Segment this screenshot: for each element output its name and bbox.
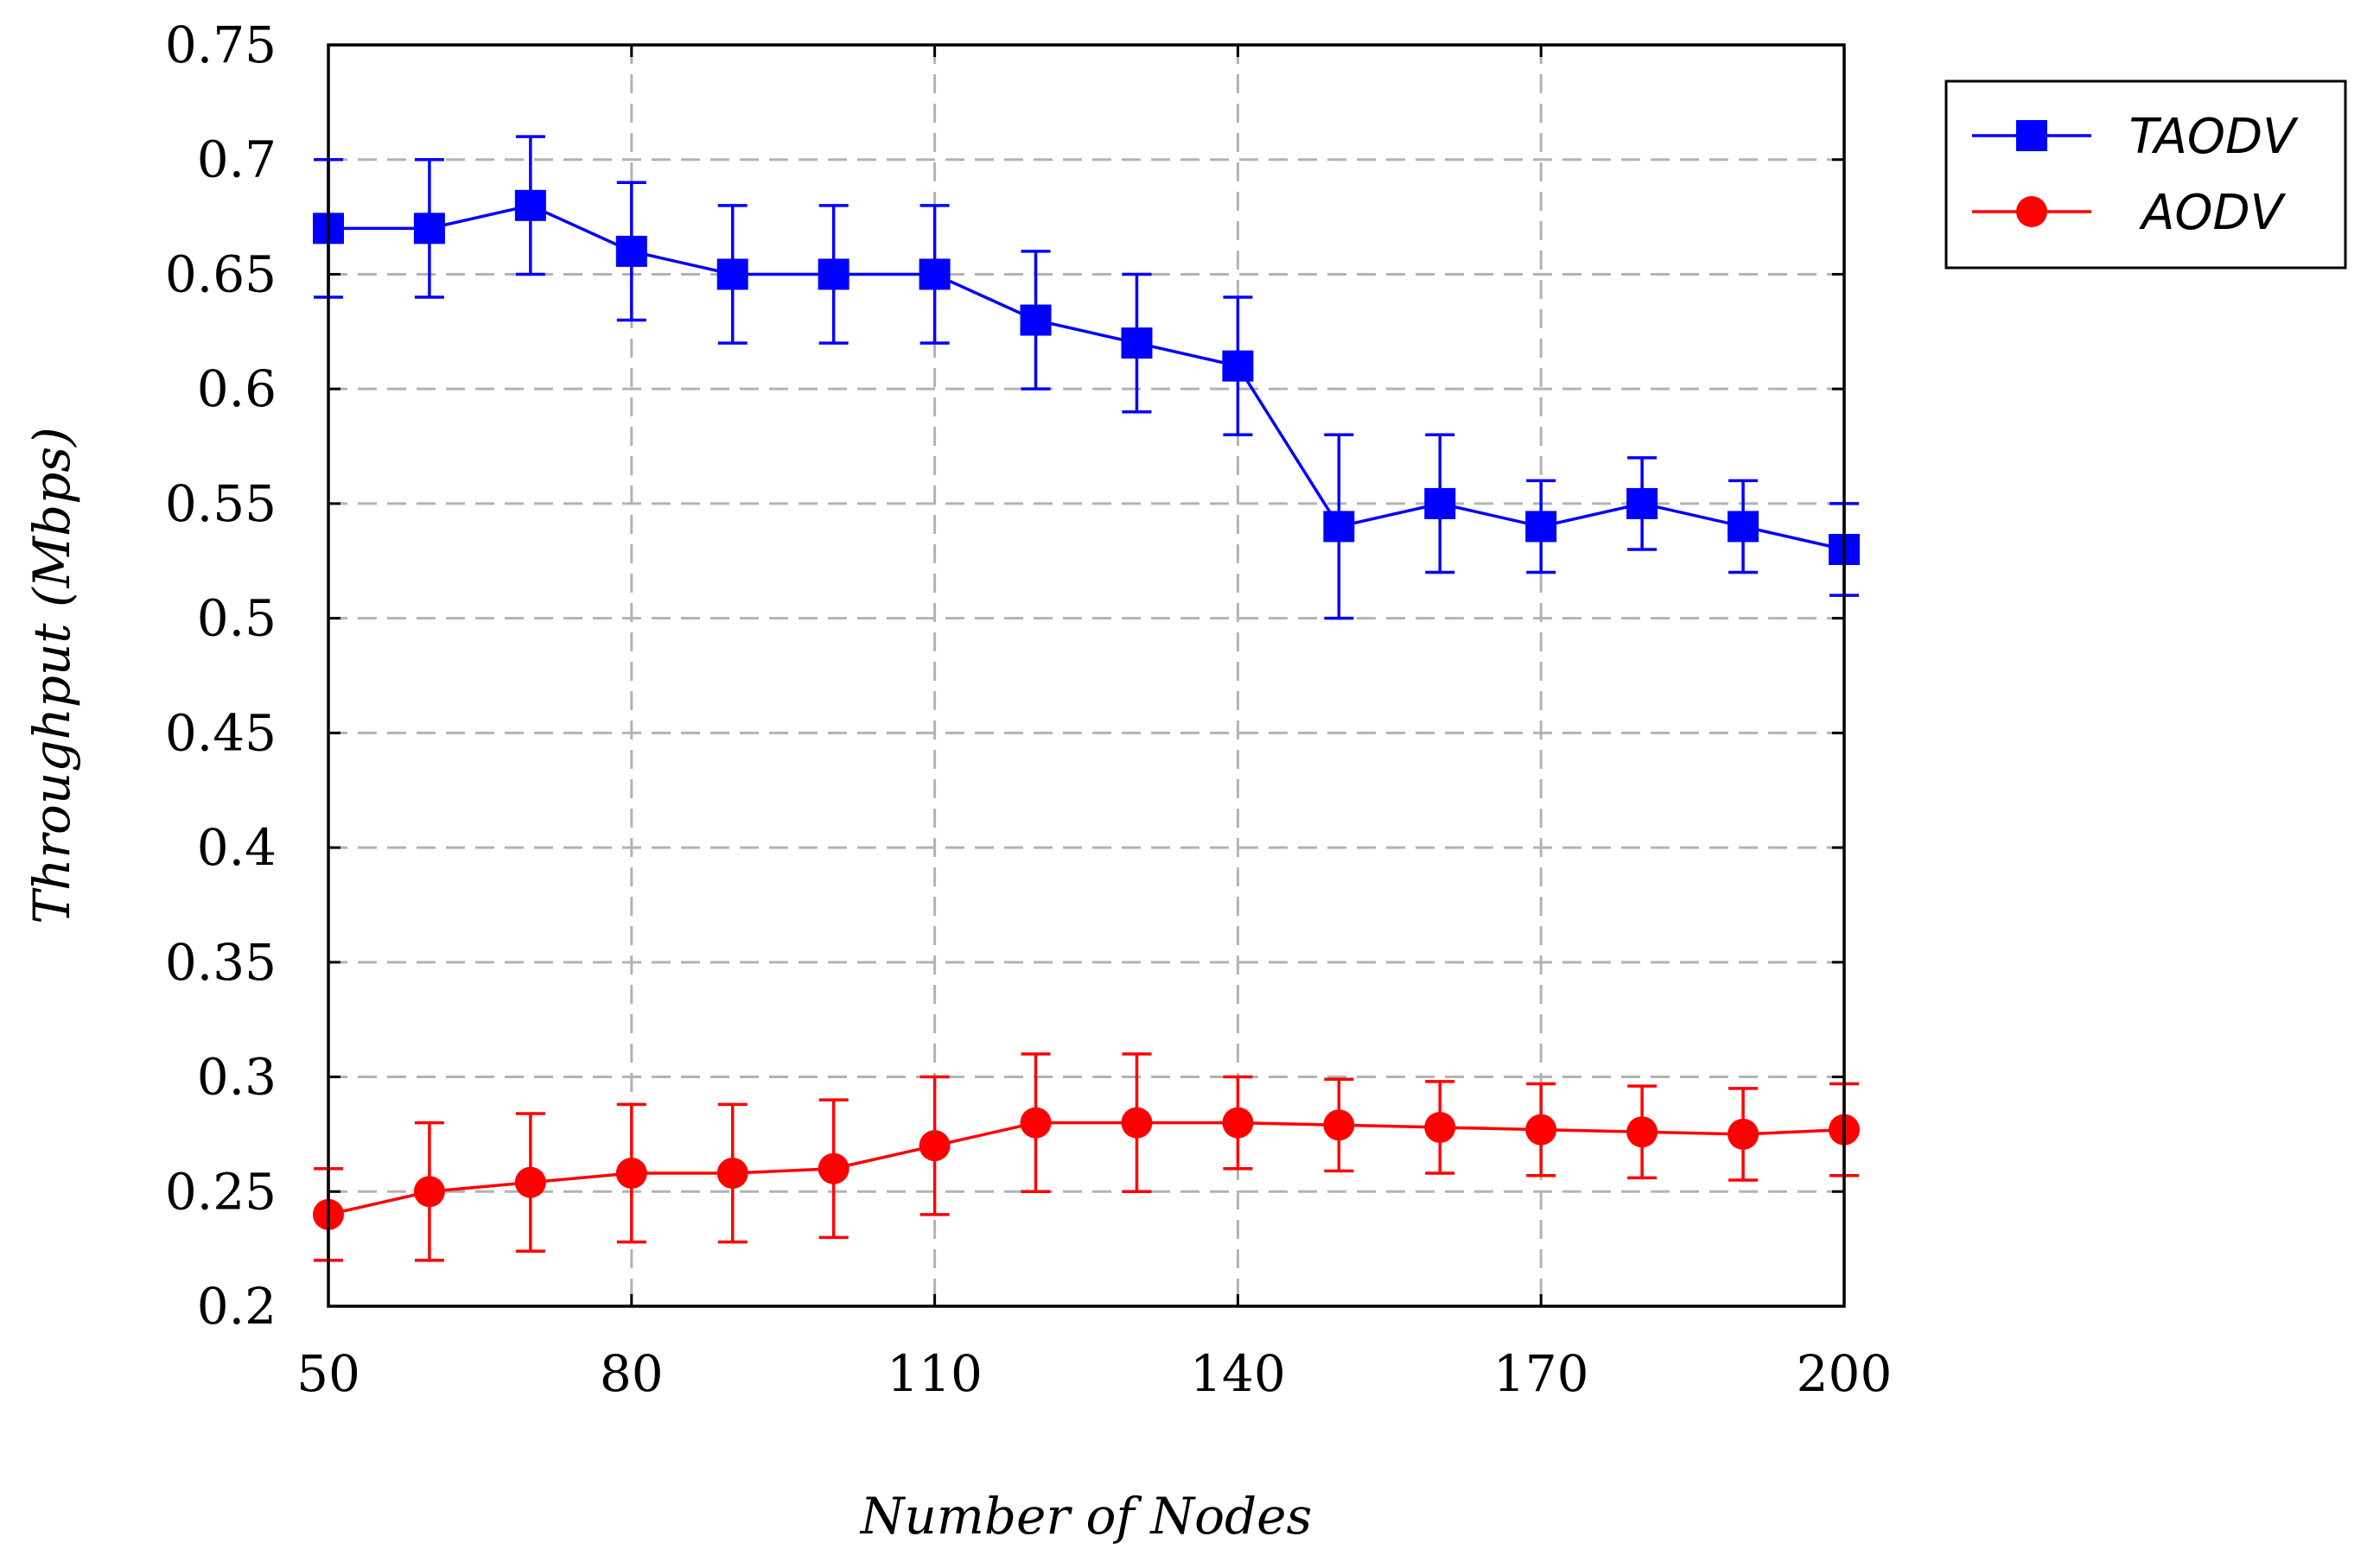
plot-frame xyxy=(327,43,1846,1308)
y-tick-label: 0.25 xyxy=(165,1162,277,1221)
y-tick-label: 0.7 xyxy=(197,130,277,189)
data-point-circle xyxy=(514,1166,546,1198)
x-tick-label: 110 xyxy=(887,1344,983,1403)
data-point-circle xyxy=(1424,1111,1456,1143)
y-tick-label: 0.4 xyxy=(197,818,277,877)
data-point-circle xyxy=(1121,1107,1153,1139)
data-point-circle xyxy=(919,1130,951,1162)
data-point-circle xyxy=(1728,1118,1759,1150)
data-point-square xyxy=(514,189,546,221)
grid-lines xyxy=(328,45,1844,1306)
x-tick-label: 50 xyxy=(296,1344,360,1403)
y-tick-label: 0.75 xyxy=(165,16,277,74)
data-series xyxy=(313,135,1860,1262)
legend: TAODV AODV xyxy=(1944,79,2347,270)
data-point-square xyxy=(1728,511,1759,543)
data-point-square xyxy=(413,213,445,244)
data-point-square xyxy=(1424,487,1456,519)
legend-box xyxy=(1944,79,2347,270)
series-taodv xyxy=(313,135,1860,620)
data-point-circle xyxy=(1020,1107,1052,1139)
legend-marker-circle xyxy=(2016,196,2047,227)
y-tick-label: 0.6 xyxy=(197,359,277,418)
data-point-square xyxy=(1525,511,1557,543)
data-point-circle xyxy=(413,1176,445,1208)
legend-label: AODV xyxy=(2139,185,2287,241)
data-point-circle xyxy=(1626,1116,1658,1148)
data-point-square xyxy=(818,258,849,290)
data-point-square xyxy=(1323,511,1355,543)
x-tick-label: 140 xyxy=(1190,1344,1286,1403)
y-tick-label: 0.2 xyxy=(197,1277,277,1336)
data-point-square xyxy=(615,235,647,267)
data-point-circle xyxy=(1323,1109,1355,1141)
x-tick-label: 200 xyxy=(1797,1344,1893,1403)
data-point-square xyxy=(919,258,951,290)
y-axis-title: Throughput (Mbps) xyxy=(22,427,81,924)
data-point-square xyxy=(1121,327,1153,359)
data-point-circle xyxy=(818,1152,849,1184)
x-tick-label: 80 xyxy=(600,1344,664,1403)
series-line xyxy=(328,203,1845,551)
axis-tick-labels: 0.2 0.25 0.3 0.35 0.4 0.45 0.5 0.55 0.6 0.65 0.7 0.… xyxy=(165,16,1893,1403)
data-point-square xyxy=(716,258,748,290)
y-tick-label: 0.5 xyxy=(197,589,277,648)
x-tick-label: 170 xyxy=(1493,1344,1589,1403)
series-aodv xyxy=(313,1052,1860,1262)
data-point-circle xyxy=(716,1158,748,1190)
data-point-square xyxy=(1020,304,1052,336)
data-point-square xyxy=(1626,487,1658,519)
legend-item-aodv: AODV xyxy=(1972,185,2287,241)
x-axis-title: Number of Nodes xyxy=(859,1487,1312,1546)
axis-ticks xyxy=(327,43,1846,1308)
data-point-square xyxy=(1222,350,1254,382)
y-tick-label: 0.3 xyxy=(197,1048,277,1107)
y-tick-label: 0.65 xyxy=(165,244,277,303)
y-tick-label: 0.35 xyxy=(165,933,277,992)
y-tick-label: 0.55 xyxy=(165,474,277,533)
series-line xyxy=(328,1120,1845,1216)
data-point-circle xyxy=(1525,1114,1557,1146)
legend-label: TAODV xyxy=(2129,109,2300,165)
legend-item-taodv: TAODV xyxy=(1972,109,2299,165)
data-point-circle xyxy=(1222,1107,1254,1139)
legend-marker-square xyxy=(2016,120,2047,151)
data-point-circle xyxy=(615,1158,647,1190)
y-tick-label: 0.45 xyxy=(165,703,277,762)
